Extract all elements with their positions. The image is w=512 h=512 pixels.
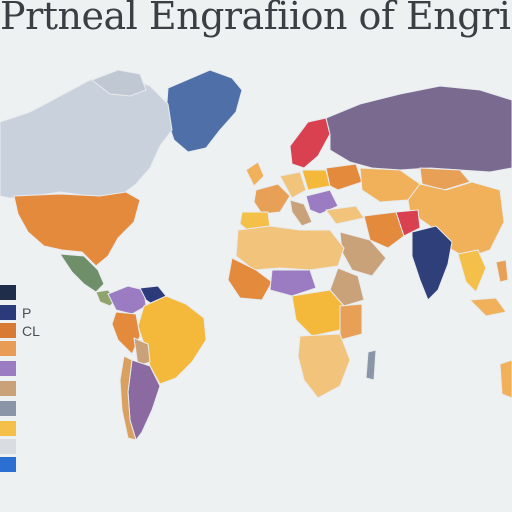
legend: P CL xyxy=(0,284,80,474)
region-bolivia[interactable] xyxy=(133,337,151,367)
region-canada[interactable] xyxy=(0,73,173,199)
region-madagascar[interactable] xyxy=(365,349,377,381)
legend-item xyxy=(0,380,80,398)
region-iran[interactable] xyxy=(363,211,405,249)
region-chile[interactable] xyxy=(119,355,137,441)
region-greenland[interactable] xyxy=(165,69,243,153)
region-southern-africa[interactable] xyxy=(297,333,351,399)
legend-swatch xyxy=(0,457,16,472)
region-ethiopia[interactable] xyxy=(329,267,365,307)
legend-item xyxy=(0,456,80,474)
legend-item xyxy=(0,284,80,302)
region-uk[interactable] xyxy=(245,161,265,187)
region-west-africa[interactable] xyxy=(227,257,273,301)
legend-label: P xyxy=(22,305,32,321)
legend-item xyxy=(0,438,80,456)
region-australia[interactable] xyxy=(499,359,512,399)
region-brazil[interactable] xyxy=(137,295,207,385)
region-peru[interactable] xyxy=(111,311,141,355)
legend-swatch xyxy=(0,305,16,320)
region-central-africa[interactable] xyxy=(291,289,345,337)
region-east-africa[interactable] xyxy=(339,303,363,341)
region-southeast-asia[interactable] xyxy=(457,249,487,293)
legend-swatch xyxy=(0,421,16,436)
region-ukraine[interactable] xyxy=(325,163,363,191)
legend-item xyxy=(0,340,80,358)
region-philippines[interactable] xyxy=(495,259,509,283)
region-usa[interactable] xyxy=(13,191,141,267)
region-germany[interactable] xyxy=(279,171,307,199)
legend-item: P xyxy=(0,304,80,322)
legend-item xyxy=(0,400,80,418)
region-italy[interactable] xyxy=(289,199,313,227)
map-title: Prtneal Engrafiion of Engrian Ecc xyxy=(0,0,512,38)
region-north-africa[interactable] xyxy=(235,225,345,271)
region-afghanistan[interactable] xyxy=(395,209,421,237)
region-mongolia[interactable] xyxy=(419,167,471,191)
region-canada-islands[interactable] xyxy=(90,69,147,97)
region-india[interactable] xyxy=(411,225,453,301)
region-sahel[interactable] xyxy=(269,269,317,297)
region-france[interactable] xyxy=(253,183,291,215)
legend-swatch xyxy=(0,285,16,300)
region-indonesia[interactable] xyxy=(468,297,507,317)
legend-swatch xyxy=(0,323,16,338)
region-russia[interactable] xyxy=(325,85,512,173)
legend-swatch xyxy=(0,401,16,416)
legend-item: CL xyxy=(0,322,80,340)
legend-swatch xyxy=(0,439,16,454)
legend-label: CL xyxy=(22,323,40,339)
region-colombia[interactable] xyxy=(107,285,147,315)
legend-swatch xyxy=(0,381,16,396)
legend-swatch xyxy=(0,341,16,356)
legend-item xyxy=(0,360,80,378)
region-poland[interactable] xyxy=(301,169,331,191)
legend-swatch xyxy=(0,361,16,376)
legend-item xyxy=(0,420,80,438)
region-mexico[interactable] xyxy=(59,253,105,293)
region-scandinavia[interactable] xyxy=(289,117,331,169)
